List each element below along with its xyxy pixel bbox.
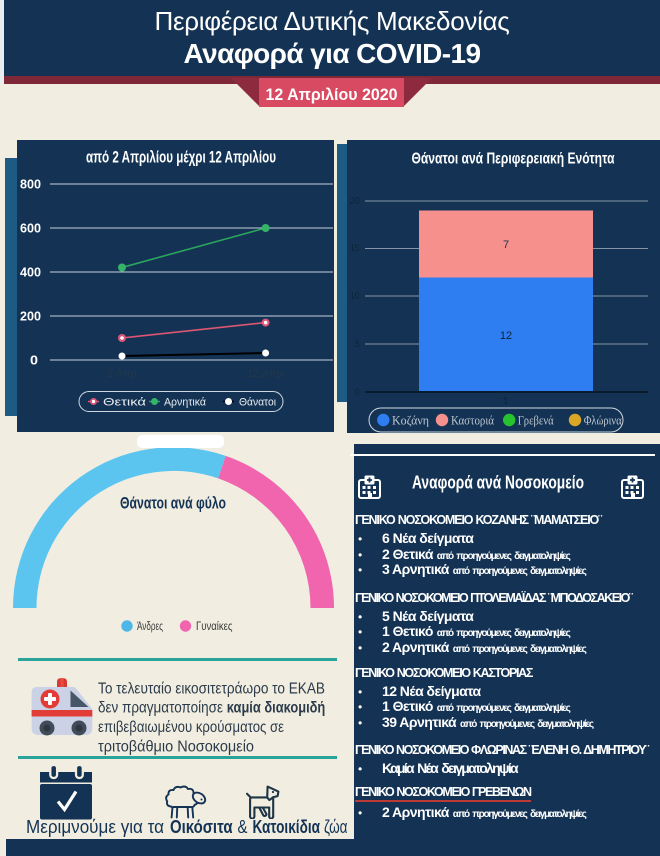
svg-text:Κοζάνη: Κοζάνη — [392, 413, 429, 428]
svg-text:5: 5 — [355, 339, 360, 350]
svg-text:Καστοριά: Καστοριά — [451, 413, 494, 428]
svg-text:Θετικά: Θετικά — [103, 397, 147, 409]
svg-text:400: 400 — [20, 265, 41, 280]
svg-text:Μεριμνούμε για τα: Μεριμνούμε για τα — [26, 817, 164, 837]
svg-text:Θάνατοι ανά φύλο: Θάνατοι ανά φύλο — [120, 494, 226, 513]
svg-text:&: & — [238, 817, 248, 837]
svg-text:12 Απριλίου 2020: 12 Απριλίου 2020 — [266, 85, 398, 104]
svg-text:Οικόσιτα: Οικόσιτα — [170, 817, 233, 837]
svg-text:Γυναίκες: Γυναίκες — [196, 619, 233, 633]
svg-text:800: 800 — [20, 177, 41, 192]
svg-text:200: 200 — [20, 309, 41, 324]
svg-text:2 Απρ: 2 Απρ — [107, 368, 137, 380]
svg-text:δεν πραγματοποίησε: δεν πραγματοποίησε — [98, 700, 223, 717]
svg-text:600: 600 — [20, 221, 41, 236]
svg-text:Θάνατοι: Θάνατοι — [239, 397, 277, 409]
svg-text:ζώα: ζώα — [324, 817, 348, 837]
svg-text:καμία διακομιδή: καμία διακομιδή — [227, 700, 325, 717]
svg-text:0: 0 — [355, 387, 360, 398]
svg-text:Αναφορά ανά Νοσοκομείο: Αναφορά ανά Νοσοκομείο — [412, 474, 584, 493]
svg-text:Κατοικίδια: Κατοικίδια — [253, 817, 321, 837]
svg-text:7: 7 — [503, 239, 509, 251]
svg-text:επιβεβαιωμένου κρούσματος σε: επιβεβαιωμένου κρούσματος σε — [98, 719, 284, 736]
svg-text:Θάνατοι ανά Περιφερειακή Ενότη: Θάνατοι ανά Περιφερειακή Ενότητα — [412, 151, 615, 168]
svg-text:20: 20 — [350, 196, 360, 207]
svg-text:0: 0 — [30, 353, 38, 368]
svg-text:από 2 Απριλίου μέχρι 12 Απριλί: από 2 Απριλίου μέχρι 12 Απριλίου — [86, 148, 276, 167]
svg-text:1: 1 — [503, 396, 509, 407]
svg-text:12: 12 — [500, 330, 512, 342]
svg-text:τριτοβάθμιο Νοσοκομείο: τριτοβάθμιο Νοσοκομείο — [98, 738, 254, 755]
svg-text:15: 15 — [350, 243, 360, 254]
svg-text:Φλώρινα: Φλώρινα — [584, 413, 622, 428]
svg-text:Άνδρες: Άνδρες — [137, 619, 163, 633]
svg-text:10: 10 — [350, 291, 360, 302]
svg-text:Το τελευταίο εικοσιτετράωρο το: Το τελευταίο εικοσιτετράωρο το ΕΚΑΒ — [98, 681, 325, 698]
svg-text:Αρνητικά: Αρνητικά — [164, 397, 207, 409]
svg-text:Γρεβενά: Γρεβενά — [518, 413, 554, 428]
svg-text:12 Απρ: 12 Απρ — [247, 368, 283, 380]
